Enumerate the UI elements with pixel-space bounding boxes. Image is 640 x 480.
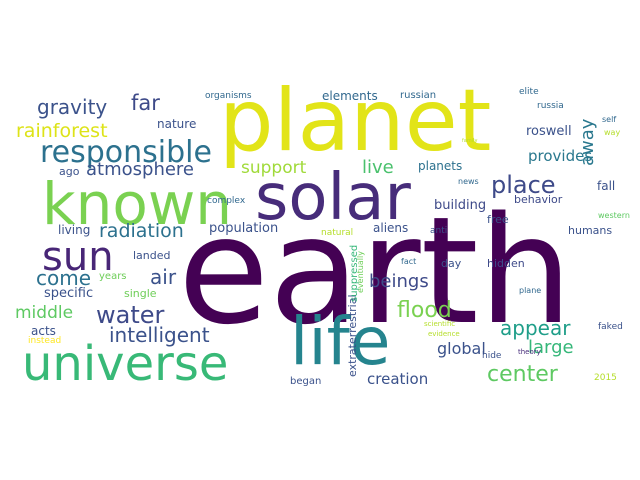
word-planets: planets — [418, 159, 463, 173]
word-hide: hide — [482, 351, 502, 361]
word-water: water — [96, 301, 165, 329]
word-began: began — [290, 376, 322, 387]
word-instead: instead — [28, 336, 62, 346]
word-creation: creation — [367, 370, 429, 388]
word-behavior: behavior — [514, 193, 563, 206]
word-scientific: scientific — [424, 320, 456, 328]
word-natural: natural — [321, 228, 354, 238]
word-elite: elite — [519, 87, 539, 97]
word-aliens: aliens — [373, 221, 409, 235]
word-nature: nature — [157, 117, 197, 131]
word-solar: solar — [255, 161, 411, 235]
word-planet: planet — [219, 71, 492, 171]
word-global: global — [437, 339, 486, 358]
word-elements: elements — [322, 89, 378, 103]
word-known: known — [42, 170, 233, 238]
word-building: building — [434, 198, 487, 213]
word-anti: anti — [430, 226, 448, 236]
word-2015: 2015 — [594, 373, 617, 383]
word-life: life — [290, 303, 391, 380]
word-faked: faked — [598, 322, 623, 332]
word-western: western — [598, 211, 630, 220]
word-fall: fall — [597, 179, 616, 193]
word-provides: provides — [528, 147, 593, 165]
word-plane: plane — [519, 286, 542, 295]
word-single: single — [124, 287, 157, 300]
word-acts: acts — [31, 324, 56, 338]
word-beings: beings — [369, 271, 429, 292]
word-middle: middle — [15, 303, 74, 323]
word-flood: flood — [397, 298, 452, 323]
word-russia: russia — [537, 101, 564, 111]
word-years: years — [99, 271, 127, 282]
word-gravity: gravity — [37, 95, 108, 119]
word-sun: sun — [42, 234, 114, 280]
word-way: way — [604, 128, 621, 137]
word-center: center — [487, 362, 558, 387]
word-away-vertical: away — [577, 118, 598, 166]
word-humans: humans — [568, 224, 613, 237]
word-support: support — [241, 158, 307, 178]
word-family: family — [462, 138, 478, 144]
word-roswell: roswell — [526, 124, 572, 139]
word-air: air — [150, 265, 177, 289]
word-responsible: responsible — [40, 135, 212, 170]
word-extraterrestrial: extraterrestrial — [346, 294, 359, 377]
word-free: free — [487, 213, 509, 226]
word-atmosphere: atmosphere — [86, 159, 194, 180]
word-fact: fact — [401, 257, 417, 266]
word-earth: earth — [178, 185, 573, 357]
word-evidence: evidence — [428, 330, 460, 338]
word-come: come — [36, 266, 92, 290]
word-theory: theory — [518, 348, 541, 356]
word-russian: russian — [400, 90, 437, 101]
word-rainforest: rainforest — [16, 120, 108, 142]
word-large: large — [528, 337, 574, 358]
word-population: population — [209, 221, 279, 236]
word-eventually: eventually — [356, 251, 365, 293]
word-hidden: hidden — [487, 257, 525, 270]
word-organisms: organisms — [205, 91, 252, 101]
word-universe: universe — [22, 336, 229, 392]
word-complex: complex — [207, 196, 246, 206]
word-far: far — [131, 91, 160, 115]
word-landed: landed — [133, 249, 171, 262]
word-live: live — [362, 157, 394, 178]
word-place: place — [491, 171, 556, 199]
word-radiation: radiation — [99, 220, 184, 242]
word-living: living — [58, 223, 91, 237]
word-ago: ago — [59, 165, 80, 178]
word-self: self — [602, 115, 617, 124]
word-news: news — [458, 177, 479, 186]
word-specific: specific — [44, 286, 94, 301]
word-day: day — [441, 257, 462, 270]
word-appear: appear — [500, 316, 571, 340]
word-intelligent: intelligent — [109, 323, 210, 347]
